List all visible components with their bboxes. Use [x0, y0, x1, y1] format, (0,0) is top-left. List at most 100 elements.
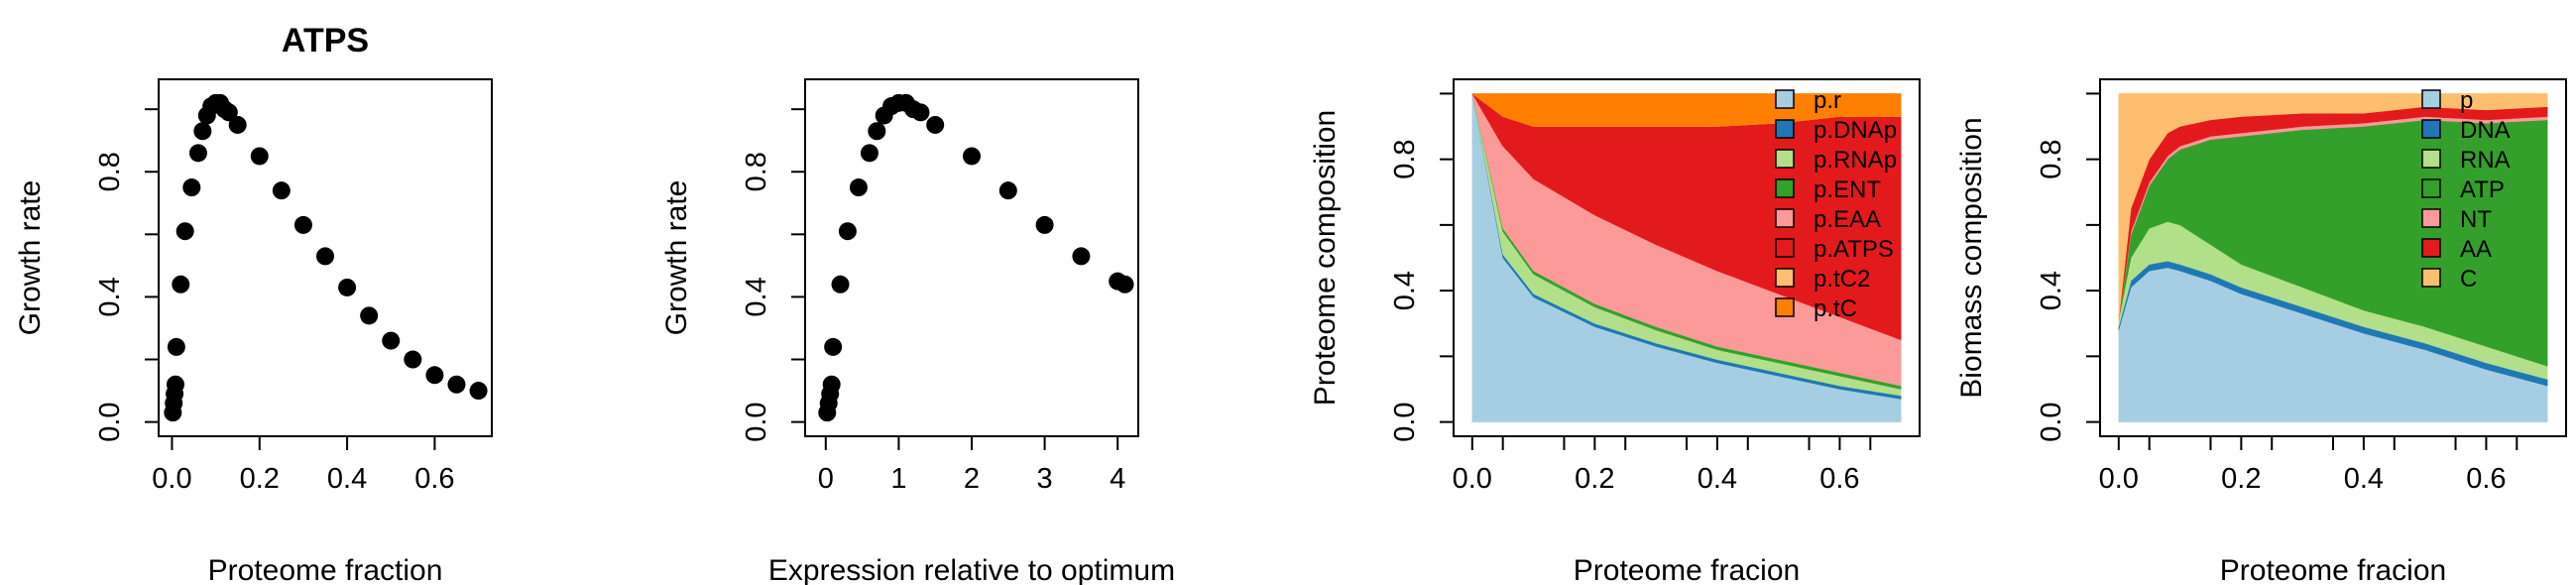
- y-axis-label: Proteome composition: [1309, 110, 1342, 406]
- legend-swatch: [2421, 208, 2441, 228]
- scatter-point: [167, 337, 185, 356]
- legend-label: p.RNAp: [1814, 147, 1897, 174]
- chart-title: ATPS: [282, 22, 369, 59]
- scatter-point: [998, 181, 1017, 200]
- x-tick-label: 1: [890, 463, 906, 495]
- scatter-point: [250, 147, 269, 166]
- y-axis-label: Growth rate: [660, 180, 693, 336]
- y-tick-label: 0.4: [741, 277, 772, 316]
- x-axis-label: Proteome fraction: [208, 554, 443, 585]
- scatter-point: [447, 375, 466, 394]
- legend-label: p.EAA: [1814, 206, 1881, 233]
- scatter-point: [360, 306, 379, 325]
- y-tick-label: 0.8: [1389, 139, 1421, 178]
- legend-swatch: [1775, 268, 1795, 288]
- scatter-point: [182, 178, 201, 197]
- x-tick-label: 0.6: [414, 463, 454, 495]
- scatter-point: [1072, 247, 1091, 266]
- scatter-point: [860, 144, 878, 163]
- scatter-point: [338, 278, 357, 296]
- scatter-point: [382, 331, 401, 350]
- legend-swatch: [2421, 89, 2441, 109]
- scatter-point: [193, 122, 212, 141]
- scatter-points: [164, 93, 488, 422]
- legend-label: ATP: [2460, 176, 2505, 203]
- scatter-point: [868, 122, 886, 141]
- x-tick-label: 0.0: [1453, 463, 1492, 495]
- y-tick-label: 0.4: [1389, 271, 1421, 310]
- legend-swatch: [1775, 208, 1795, 228]
- x-tick-label: 0.2: [2221, 463, 2261, 495]
- scatter-point: [425, 366, 444, 385]
- y-tick-label: 0.4: [94, 277, 126, 316]
- legend-swatch: [1775, 297, 1795, 317]
- legend-label: p.tC: [1814, 295, 1857, 322]
- scatter-point: [316, 247, 334, 266]
- scatter-point: [228, 115, 247, 134]
- x-tick-label: 0: [818, 463, 834, 495]
- y-tick-label: 0.0: [1389, 402, 1421, 441]
- legend-swatch: [1775, 178, 1795, 198]
- legend-label: p.r: [1814, 87, 1841, 114]
- y-tick-label: 0.0: [741, 402, 772, 441]
- scatter-point: [838, 222, 857, 241]
- x-tick-label: 0.0: [152, 463, 191, 495]
- x-tick-label: 4: [1110, 463, 1125, 495]
- x-tick-label: 0.6: [2466, 463, 2506, 495]
- scatter-point: [469, 382, 488, 401]
- scatter-point: [831, 275, 850, 293]
- chart-panel-4: 0.0 0.2 0.4 0.6 0.0 0.4 0.8 Proteome fracion Bio…: [1955, 78, 2567, 585]
- area-C: [2118, 93, 2548, 320]
- scatter-points: [818, 93, 1134, 422]
- legend-label: p: [2460, 87, 2473, 114]
- x-tick-label: 0.4: [327, 463, 367, 495]
- legend-label: p.ATPS: [1814, 236, 1894, 263]
- chart-panel-2: 0 1 2 3 4 0.0 0.4 0.8 Expression relative to opt…: [660, 78, 1175, 585]
- scatter-point: [219, 103, 238, 122]
- y-tick-label: 0.8: [94, 152, 126, 191]
- legend-swatch: [1775, 149, 1795, 169]
- x-tick-label: 0.6: [1819, 463, 1859, 495]
- legend-label: RNA: [2460, 147, 2511, 174]
- scatter-point: [824, 337, 843, 356]
- x-tick-label: 0.2: [1575, 463, 1614, 495]
- legend-swatch: [1775, 89, 1795, 109]
- legend-swatch: [2421, 238, 2441, 258]
- legend-label: DNA: [2460, 117, 2511, 144]
- scatter-point: [849, 178, 868, 197]
- x-tick-label: 0.2: [240, 463, 280, 495]
- y-tick-label: 0.8: [741, 152, 772, 191]
- legend-swatch: [2421, 149, 2441, 169]
- y-axis-label: Biomass composition: [1955, 117, 1988, 398]
- scatter-point: [166, 375, 184, 394]
- scatter-point: [272, 181, 291, 200]
- x-tick-label: 0.0: [2099, 463, 2139, 495]
- scatter-point: [1115, 275, 1134, 293]
- plot-frame: [158, 78, 493, 437]
- y-tick-label: 0.0: [2036, 402, 2067, 441]
- scatter-point: [822, 375, 841, 394]
- scatter-point: [963, 147, 981, 166]
- scatter-point: [293, 215, 312, 234]
- x-tick-label: 0.4: [1698, 463, 1737, 495]
- legend-label: p.DNAp: [1814, 117, 1897, 144]
- x-axis-label: Proteome fracion: [2220, 554, 2446, 585]
- legend-label: p.tC2: [1814, 266, 1870, 292]
- legend-swatch: [1775, 119, 1795, 139]
- y-tick-label: 0.4: [2036, 271, 2067, 310]
- legend-swatch: [2421, 119, 2441, 139]
- y-axis-label: Growth rate: [14, 180, 47, 336]
- scatter-point: [188, 144, 207, 163]
- legend-label: AA: [2460, 236, 2492, 263]
- legend-label: NT: [2460, 206, 2492, 233]
- area-layers: [2118, 93, 2548, 422]
- scatter-point: [172, 275, 190, 293]
- x-axis-label: Expression relative to optimum: [768, 554, 1175, 585]
- x-axis-label: Proteome fracion: [1574, 554, 1800, 585]
- y-tick-label: 0.8: [2036, 139, 2067, 178]
- scatter-point: [176, 222, 194, 241]
- x-tick-label: 0.4: [2344, 463, 2384, 495]
